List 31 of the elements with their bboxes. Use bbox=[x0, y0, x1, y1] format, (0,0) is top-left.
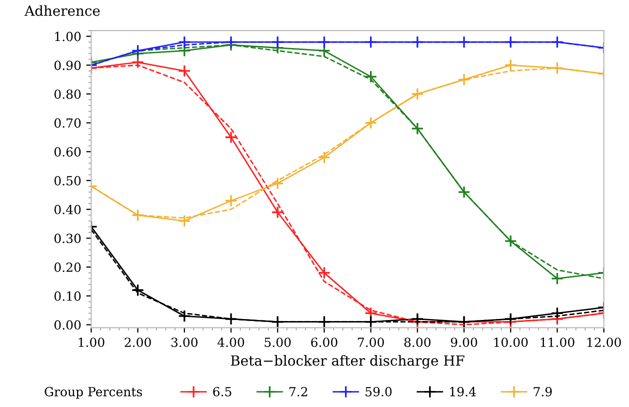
x-tick-label: 11.00 bbox=[540, 338, 574, 348]
legend-label: 7.9 bbox=[534, 386, 552, 396]
x-tick-label: 6.00 bbox=[311, 338, 338, 348]
y-tick-label: 0.70 bbox=[54, 118, 81, 128]
x-axis-title: Beta−blocker after discharge HF bbox=[230, 355, 464, 369]
y-tick-label: 0.30 bbox=[54, 234, 81, 244]
legend-label: 59.0 bbox=[366, 386, 392, 396]
x-tick-label: 10.00 bbox=[494, 338, 528, 348]
x-tick-label: 5.00 bbox=[264, 338, 291, 348]
x-tick-label: 8.00 bbox=[404, 338, 431, 348]
x-tick-label: 12.00 bbox=[587, 338, 621, 348]
y-axis-title: Adherence bbox=[24, 5, 100, 16]
y-tick-label: 0.10 bbox=[54, 291, 81, 301]
y-tick-label: 0.50 bbox=[54, 176, 81, 186]
x-tick-label: 3.00 bbox=[171, 338, 198, 348]
legend-label: 7.2 bbox=[290, 386, 308, 396]
x-tick-label: 2.00 bbox=[124, 338, 151, 348]
y-tick-label: 0.80 bbox=[54, 89, 81, 99]
y-tick-label: 0.40 bbox=[54, 204, 81, 214]
x-tick-label: 4.00 bbox=[217, 338, 244, 348]
x-tick-label: 1.00 bbox=[78, 338, 104, 348]
y-tick-label: 0.90 bbox=[54, 60, 81, 70]
x-tick-label: 9.00 bbox=[450, 338, 478, 348]
x-tick-label: 7.00 bbox=[358, 338, 384, 348]
y-tick-label: 0.00 bbox=[54, 320, 81, 330]
legend-label: 6.5 bbox=[213, 386, 232, 396]
y-tick-label: 0.60 bbox=[54, 147, 81, 157]
legend-title: Group Percents bbox=[44, 386, 142, 399]
y-tick-label: 1.00 bbox=[55, 32, 81, 42]
legend-label: 19.4 bbox=[450, 386, 476, 396]
y-tick-label: 0.20 bbox=[54, 262, 81, 272]
